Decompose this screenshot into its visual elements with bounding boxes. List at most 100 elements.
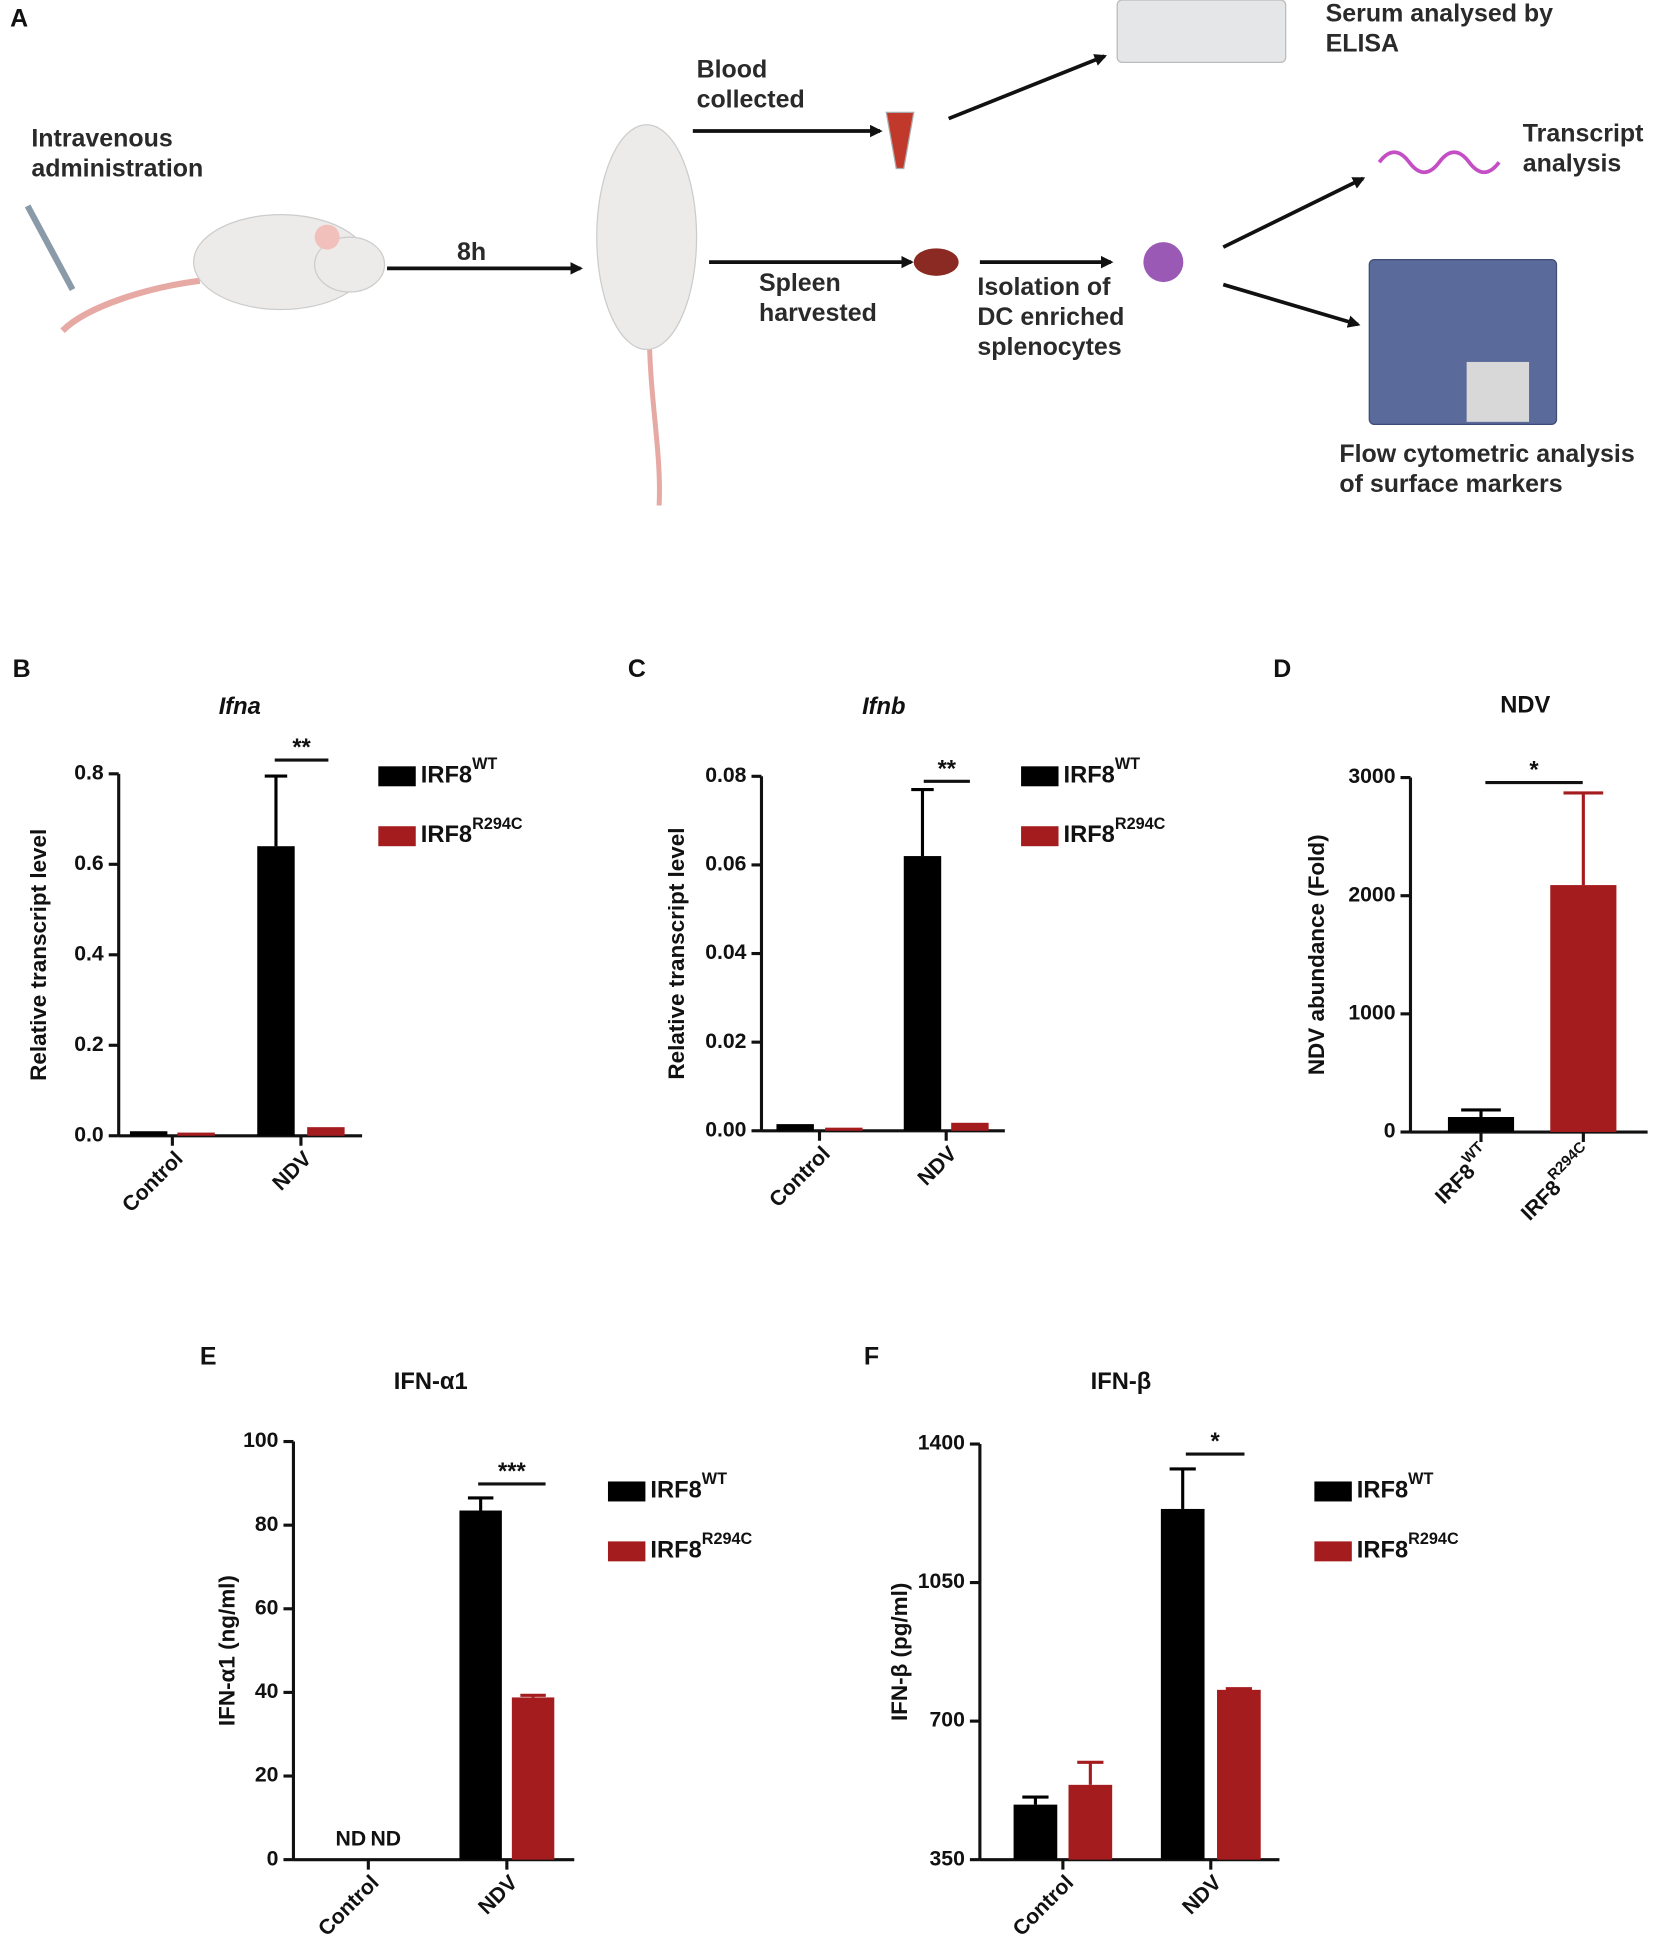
y-tick-label: 0.06 [705,853,746,876]
y-axis-label: IFN-α1 (ng/ml) [214,1575,239,1726]
y-axis-label: Relative transcript level [26,829,51,1081]
bar [1068,1784,1113,1860]
bar [1160,1508,1205,1860]
step-label: ELISA [1326,30,1399,58]
y-tick-label: 0.6 [74,852,104,875]
value-label: ND [336,1827,367,1850]
legend-name: IRF8 [1357,1478,1408,1504]
category-name: IRF8 [1431,1160,1480,1209]
y-tick-label: 20 [255,1764,279,1787]
x-tick-label: Control [1008,1871,1078,1941]
transcript-wave [1377,150,1501,175]
legend-swatch [1314,1541,1352,1562]
bar [511,1697,555,1860]
y-tick-label: 0.00 [705,1118,746,1141]
step-label: administration [31,154,203,182]
step-label: Serum analysed by [1326,0,1554,28]
legend-swatch [378,766,416,787]
chart-title: Ifna [219,694,261,720]
y-tick-label: 700 [930,1709,965,1732]
panel-label: E [200,1343,217,1371]
legend-name: IRF8 [650,1478,701,1504]
x-tick-label: Control [314,1871,384,1941]
category-name: Control [314,1871,384,1941]
category-name: NDV [913,1142,961,1190]
y-tick-label: 60 [255,1596,279,1619]
step-label: harvested [759,299,877,327]
x-tick-label: NDV [1178,1871,1226,1919]
y-tick-label: 0.0 [74,1123,103,1146]
syringe [24,204,76,292]
y-tick-label: 40 [255,1680,279,1703]
bar [177,1132,215,1136]
mouse-tail [646,324,662,506]
legend-name: IRF8 [421,822,472,848]
x-tick-label: NDV [474,1871,522,1919]
legend-swatch [1314,1481,1352,1502]
chart-title: IFN-β [1091,1369,1152,1395]
legend-swatch [607,1541,646,1562]
legend-superscript: R294C [702,1530,753,1548]
y-tick-label: 0.04 [705,941,746,964]
y-tick-label: 80 [255,1513,279,1536]
bar [1217,1689,1261,1860]
y-tick-label: 2000 [1348,883,1395,906]
y-tick-label: 0 [267,1847,279,1870]
x-tick-label: Control [118,1147,188,1217]
x-tick-label: NDV [268,1147,316,1195]
step-label: Transcript [1523,119,1644,147]
y-tick-label: 0.8 [74,761,104,784]
y-axis-label: IFN-β (pg/ml) [887,1583,912,1721]
chart-title: NDV [1500,693,1550,719]
category-superscript: R294C [1544,1138,1589,1183]
step-label: collected [697,86,805,114]
legend-entry: IRF8WT [1064,755,1141,788]
bar [1447,1117,1515,1133]
bar [459,1510,502,1860]
panel-label: B [13,655,31,683]
panel-label: D [1273,655,1291,683]
schematic [387,54,1366,328]
legend-swatch [1021,826,1059,847]
step-label: Intravenous [31,124,172,152]
x-tick-label: NDV [913,1142,961,1190]
flow-cytometer-panel [1466,361,1530,422]
spleen [913,248,959,276]
legend-superscript: WT [472,755,497,773]
step-label: Spleen [759,269,841,297]
step-label: of surface markers [1339,470,1562,498]
panel-label: F [864,1343,879,1371]
bar [129,1131,168,1136]
mouse-head [314,236,386,293]
arrow [1222,282,1361,328]
category-name: Control [765,1142,835,1212]
legend-entry: IRF8WT [421,755,498,788]
bar [1013,1804,1058,1860]
y-tick-label: 0.08 [705,764,746,787]
significance-label: *** [498,1459,526,1485]
legend-entry: IRF8WT [1357,1471,1434,1504]
y-tick-label: 0.4 [74,942,104,965]
legend-name: IRF8 [1064,763,1115,789]
legend-entry: IRF8R294C [650,1530,752,1563]
step-label: 8h [457,238,486,266]
bar [1550,885,1617,1133]
y-tick-label: 1400 [918,1432,965,1455]
chart-title: IFN-α1 [394,1369,468,1395]
elisa-plate [1116,0,1287,64]
legend-swatch [1021,766,1059,787]
chart-title: Ifnb [862,694,905,720]
significance-label: * [1529,758,1539,784]
legend-entry: IRF8R294C [421,815,523,848]
x-tick-label: IRF8R294C [1512,1138,1599,1225]
y-tick-label: 0 [1384,1120,1396,1143]
y-tick-label: 0.2 [74,1033,103,1056]
blood-tube [885,111,915,170]
legend-superscript: R294C [472,815,523,833]
legend-superscript: R294C [1408,1530,1459,1548]
panel-label: C [628,655,646,683]
y-tick-label: 1050 [918,1570,965,1593]
category-name: NDV [268,1147,316,1195]
step-label: Isolation of [977,273,1111,301]
